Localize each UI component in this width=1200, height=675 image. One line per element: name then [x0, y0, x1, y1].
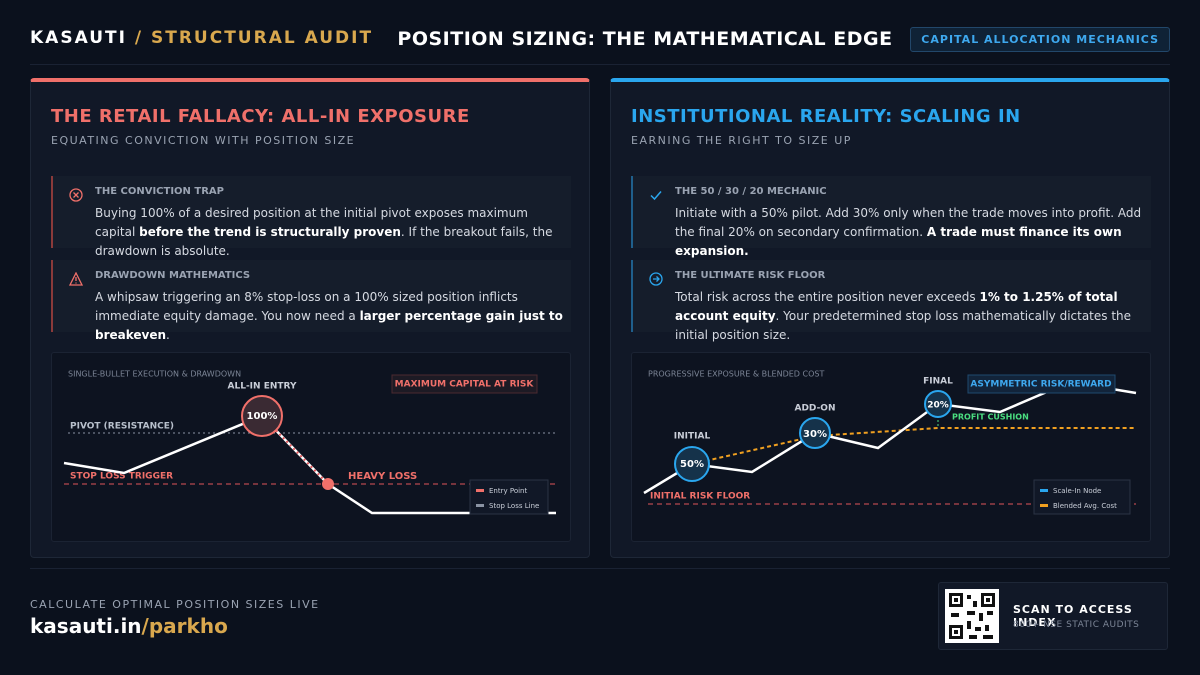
text: . If the breakout fails, the drawdown is… [95, 225, 553, 258]
scale-node [924, 390, 952, 418]
brand-sub: / STRUCTURAL AUDIT [134, 28, 374, 48]
scale-node [674, 446, 710, 482]
text: Buying 100% of a desired position at the… [95, 206, 528, 239]
floor-label: INITIAL RISK FLOOR [650, 492, 750, 502]
loss-point [322, 478, 334, 490]
bold-text: 1% to 1.25% of total account equity [675, 290, 1118, 323]
text: Total risk across the entire position ne… [675, 290, 980, 304]
card-text: Initiate with a 50% pilot. Add 30% only … [675, 204, 1145, 261]
node-label: ADD-ON [795, 404, 836, 414]
icon [69, 272, 83, 286]
node-label: FINAL [923, 377, 953, 387]
entry-label: ALL-IN ENTRY [228, 382, 297, 392]
url[interactable]: kasauti.in/parkho [30, 614, 228, 638]
divider [30, 568, 1170, 569]
legend [1033, 479, 1131, 515]
legend-label: Entry Point [489, 487, 527, 495]
qr-card: SCAN TO ACCESS INDEX 800+ NSE STATIC AUD… [938, 582, 1168, 650]
badge: ASYMMETRIC RISK/REWARD [970, 380, 1111, 390]
page-title: POSITION SIZING: THE MATHEMATICAL EDGE [397, 28, 893, 50]
node-size: 50% [680, 459, 704, 470]
price-line [643, 380, 1137, 495]
card-heading: THE 50 / 30 / 20 MECHANIC [675, 186, 827, 197]
pivot-label: PIVOT (RESISTANCE) [70, 422, 174, 432]
bold-text: before the trend is structurally proven [139, 225, 401, 239]
header-badge: CAPITAL ALLOCATION MECHANICS [910, 27, 1170, 52]
diagram-label: SINGLE-BULLET EXECUTION & DRAWDOWN [68, 370, 241, 379]
text: . [166, 328, 170, 342]
qr-code[interactable] [945, 589, 999, 643]
card-text: Total risk across the entire position ne… [675, 288, 1145, 345]
scan-title: SCAN TO ACCESS INDEX [1013, 603, 1133, 629]
node-size: 20% [927, 401, 949, 411]
legend-swatch [476, 504, 484, 507]
entry-size: 100% [247, 411, 278, 422]
bold-text: A trade must finance its own expansion. [675, 225, 1122, 258]
stop-label: STOP LOSS TRIGGER [70, 472, 173, 482]
divider [30, 64, 1170, 65]
scan-subtitle: 800+ NSE STATIC AUDITS [1013, 620, 1140, 630]
legend-swatch [1040, 504, 1048, 507]
card-heading: DRAWDOWN MATHEMATICS [95, 270, 251, 281]
url-host: kasauti.in [30, 614, 142, 638]
text: Initiate with a 50% pilot. Add 30% only … [675, 206, 1142, 239]
url-path: /parkho [141, 614, 228, 638]
icon [649, 272, 663, 286]
cta: CALCULATE OPTIMAL POSITION SIZES LIVE [30, 598, 320, 611]
scale-node [799, 417, 831, 449]
loss-label: HEAVY LOSS [348, 471, 417, 482]
card: DRAWDOWN MATHEMATICS A whipsaw triggerin… [51, 260, 571, 342]
panel-subtitle: EQUATING CONVICTION WITH POSITION SIZE [51, 134, 356, 147]
text: A whipsaw triggering an 8% stop-loss on … [95, 290, 518, 323]
icon [69, 188, 83, 202]
blended-cost-line [691, 427, 1136, 465]
left-panel: THE RETAIL FALLACY: ALL-IN EXPOSURE EQUA… [30, 78, 590, 558]
badge-box [391, 374, 538, 394]
icon [650, 191, 662, 201]
legend-swatch [1040, 489, 1048, 492]
card-text: Buying 100% of a desired position at the… [95, 204, 565, 261]
card: THE ULTIMATE RISK FLOOR Total risk acros… [631, 260, 1151, 342]
legend-label: Blended Avg. Cost [1053, 502, 1117, 510]
panel-subtitle: EARNING THE RIGHT TO SIZE UP [631, 134, 852, 147]
panel-title: THE RETAIL FALLACY: ALL-IN EXPOSURE [51, 106, 470, 127]
card: THE 50 / 30 / 20 MECHANIC Initiate with … [631, 176, 1151, 258]
card-text: A whipsaw triggering an 8% stop-loss on … [95, 288, 565, 345]
legend-label: Scale-In Node [1053, 487, 1101, 495]
node-size: 30% [803, 429, 827, 440]
brand: KASAUTI / STRUCTURAL AUDIT [30, 28, 373, 48]
card-heading: THE ULTIMATE RISK FLOOR [675, 270, 826, 281]
cushion-label: PROFIT CUSHION [952, 413, 1029, 422]
price-line [63, 414, 556, 515]
text: . Your predetermined stop loss mathemati… [675, 309, 1132, 342]
badge-box [967, 374, 1116, 394]
diagram-label: PROGRESSIVE EXPOSURE & BLENDED COST [648, 370, 824, 379]
badge: MAXIMUM CAPITAL AT RISK [395, 380, 535, 390]
card: THE CONVICTION TRAP Buying 100% of a des… [51, 176, 571, 258]
legend-label: Stop Loss Line [489, 502, 539, 510]
card-heading: THE CONVICTION TRAP [95, 186, 224, 197]
bold-text: larger percentage gain just to breakeven [95, 309, 563, 342]
legend-swatch [476, 489, 484, 492]
entry-node [241, 395, 283, 437]
node-label: INITIAL [674, 432, 711, 442]
brand-name: KASAUTI [30, 28, 127, 48]
panel-title: INSTITUTIONAL REALITY: SCALING IN [631, 106, 1021, 127]
legend [469, 479, 549, 515]
